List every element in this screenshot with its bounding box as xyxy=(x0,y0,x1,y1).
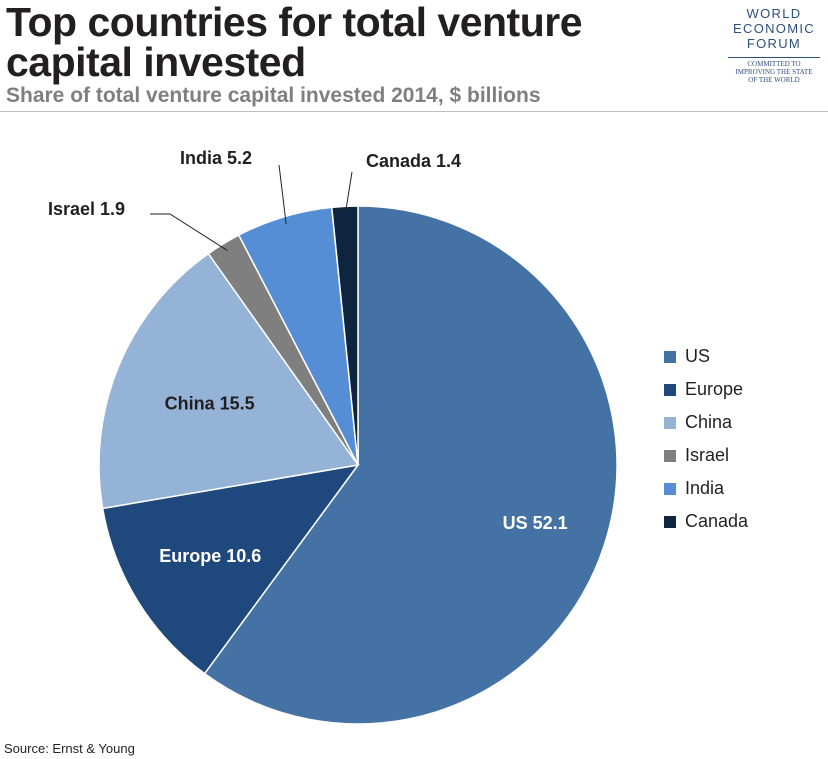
logo-tagline-2: IMPROVING THE STATE xyxy=(735,68,813,76)
header-divider xyxy=(0,111,828,112)
data-label-israel: Israel 1.9 xyxy=(48,199,125,219)
legend-label: Israel xyxy=(685,445,730,465)
legend-label: Canada xyxy=(685,511,749,531)
pie-slice-us xyxy=(203,205,618,725)
legend-item-us: US xyxy=(664,340,748,373)
legend-item-israel: Israel xyxy=(664,439,748,472)
logo-divider xyxy=(728,57,820,58)
pie-slice-canada xyxy=(330,205,359,466)
logo-tagline-3: OF THE WORLD xyxy=(748,76,800,84)
chart-subtitle: Share of total venture capital invested … xyxy=(6,84,541,107)
legend-swatch xyxy=(664,350,676,363)
legend-label: Europe xyxy=(685,379,744,399)
leader-line-india xyxy=(278,164,287,225)
logo-word-2: ECONOMIC xyxy=(733,21,815,36)
logo-word-1: WORLD xyxy=(746,6,802,21)
legend-swatch xyxy=(664,383,676,396)
data-label-china: China 15.5 xyxy=(165,393,255,413)
pie-slice-europe xyxy=(101,463,360,675)
chart-legend: US Europe China Israel India Canada xyxy=(664,340,748,538)
legend-swatch xyxy=(664,449,676,462)
legend-swatch xyxy=(664,482,676,495)
pie-chart: US 52.1 Europe 10.6 China 15.5 Israel 1.9 In… xyxy=(48,148,618,725)
legend-item-europe: Europe xyxy=(664,373,748,406)
data-label-canada: Canada 1.4 xyxy=(366,151,461,171)
legend-swatch xyxy=(664,416,676,429)
logo-word-3: FORUM xyxy=(746,36,802,51)
leader-line-canada xyxy=(344,171,353,215)
legend-label: China xyxy=(685,412,733,432)
wef-logo: WORLD ECONOMIC FORUM COMMITTED TO IMPROV… xyxy=(722,6,826,84)
chart-title: Top countries for total venture capital … xyxy=(6,0,583,85)
source-note: Source: Ernst & Young xyxy=(4,741,135,756)
data-label-us: US 52.1 xyxy=(503,513,568,533)
data-label-india: India 5.2 xyxy=(180,148,252,168)
legend-item-canada: Canada xyxy=(664,505,748,538)
leader-line-israel xyxy=(150,213,228,251)
pie-slice-china xyxy=(98,252,360,510)
legend-swatch xyxy=(664,515,676,528)
legend-item-china: China xyxy=(664,406,748,439)
legend-item-india: India xyxy=(664,472,748,505)
legend-label: US xyxy=(685,346,711,366)
logo-tagline-1: COMMITTED TO xyxy=(747,60,801,68)
data-label-europe: Europe 10.6 xyxy=(159,546,261,566)
legend-label: India xyxy=(685,478,725,498)
